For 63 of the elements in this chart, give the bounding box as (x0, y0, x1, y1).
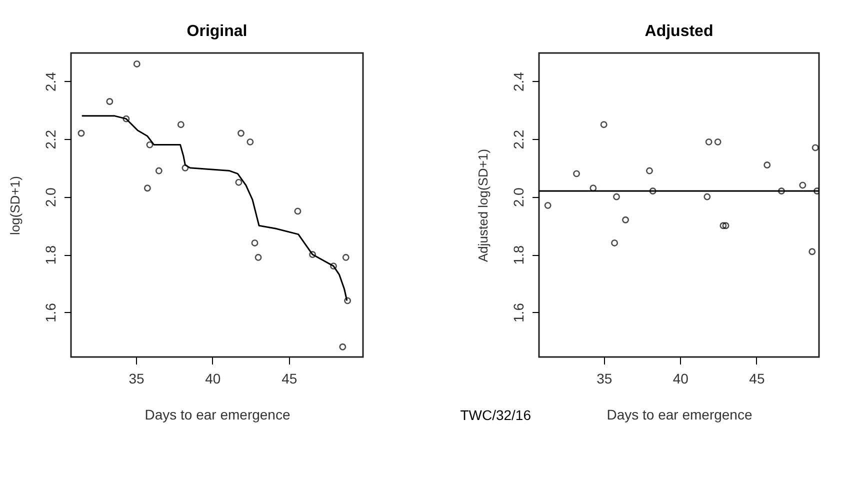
x-tick-label: 45 (282, 370, 298, 386)
point (812, 144, 819, 152)
point (309, 251, 316, 258)
point (177, 121, 184, 128)
point (722, 222, 730, 230)
y-tick-label: 2.2 (510, 130, 526, 150)
point (122, 115, 130, 122)
x-axis-title: Days to ear emergence (144, 406, 290, 422)
point (78, 130, 85, 137)
point (106, 98, 114, 105)
point (330, 262, 337, 270)
x-tick-label: 40 (672, 370, 689, 386)
point (590, 184, 597, 192)
y-axis-title: Adjusted log(SD+1) (476, 148, 490, 262)
point (705, 138, 712, 146)
point (573, 170, 580, 178)
x-tick-label: 35 (128, 370, 144, 386)
y-axis-title: log(SD+1) (8, 176, 22, 235)
y-tick-label: 2.2 (42, 130, 58, 150)
point (622, 216, 629, 224)
point (778, 188, 785, 194)
point (342, 254, 350, 261)
point (238, 130, 244, 137)
point (155, 167, 162, 174)
point (294, 208, 302, 215)
y-tick-label: 2.4 (510, 72, 526, 92)
text: TWC/32/16 (460, 407, 532, 423)
point (133, 60, 140, 68)
point (254, 254, 262, 261)
y-tick-label: 1.6 (42, 302, 58, 322)
point (613, 193, 620, 200)
x-tick-label: 40 (205, 370, 221, 386)
y-tick-label: 2.4 (42, 72, 58, 92)
y-tick-label: 1.6 (510, 302, 526, 322)
point (544, 202, 552, 209)
y-tick-label: 1.8 (510, 245, 526, 265)
point (704, 193, 711, 200)
point (251, 239, 258, 246)
point (646, 167, 653, 174)
point (182, 164, 189, 172)
point (246, 138, 254, 146)
x-tick-label: 35 (596, 370, 612, 386)
y-tick-label: 1.8 (42, 245, 58, 265)
point (611, 239, 618, 246)
chart-title: Adjusted (644, 23, 714, 40)
point (799, 182, 806, 189)
point (235, 178, 242, 186)
x-tick-label: 45 (749, 370, 765, 386)
line-series (81, 115, 348, 302)
point (144, 184, 151, 192)
point (649, 188, 656, 194)
chart-title: Original (186, 23, 248, 40)
x-axis-title: Days to ear emergence (606, 406, 752, 422)
point (720, 222, 727, 230)
point (808, 248, 816, 256)
y-tick-label: 2.0 (510, 187, 526, 208)
point (339, 343, 346, 350)
point (600, 121, 608, 128)
y-tick-label: 2.0 (42, 187, 58, 208)
point (344, 297, 352, 304)
point (714, 138, 722, 146)
point (146, 141, 154, 148)
point (764, 162, 771, 168)
